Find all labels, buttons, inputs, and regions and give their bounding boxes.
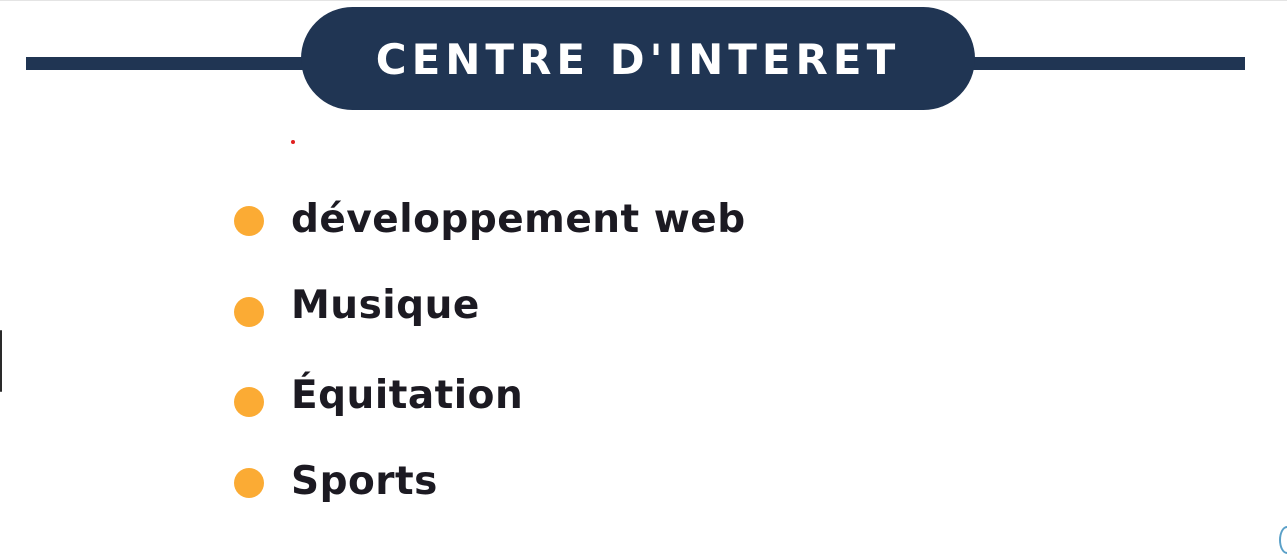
section-header-pill: CENTRE D'INTERET — [301, 7, 975, 110]
header-rule-right — [950, 57, 1245, 70]
interest-label: Sports — [291, 459, 438, 504]
decorative-red-dot — [291, 140, 295, 144]
interest-label: développement web — [291, 197, 746, 242]
header-rule-left — [26, 57, 326, 70]
section-title: CENTRE D'INTERET — [375, 35, 901, 84]
interest-label: Équitation — [291, 373, 524, 418]
bullet-dot-icon — [234, 387, 264, 417]
bullet-dot-icon — [234, 297, 264, 327]
interest-label: Musique — [291, 283, 480, 328]
corner-arc-icon — [1279, 526, 1287, 554]
left-edge-marker — [0, 330, 2, 392]
bullet-dot-icon — [234, 468, 264, 498]
bullet-dot-icon — [234, 206, 264, 236]
top-divider — [0, 0, 1287, 1]
